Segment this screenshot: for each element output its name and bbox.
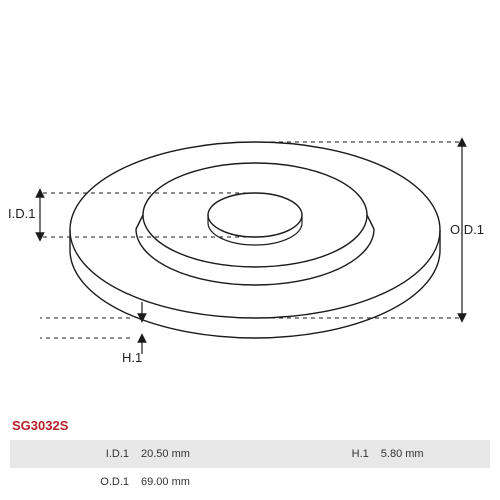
spec-key-od1: O.D.1 xyxy=(10,468,135,496)
label-od1: O.D.1 xyxy=(450,222,484,237)
table-row: O.D.1 69.00 mm xyxy=(10,468,490,496)
spec-key-id1: I.D.1 xyxy=(10,440,135,468)
spec-key-h1: H.1 xyxy=(251,440,375,468)
spec-table: I.D.1 20.50 mm H.1 5.80 mm O.D.1 69.00 m… xyxy=(10,440,490,496)
spec-val-od1: 69.00 mm xyxy=(135,468,251,496)
spec-val-h1: 5.80 mm xyxy=(375,440,490,468)
spec-val-id1: 20.50 mm xyxy=(135,440,251,468)
washer-technical-drawing xyxy=(0,0,500,410)
label-h1: H.1 xyxy=(122,350,142,365)
table-row: I.D.1 20.50 mm H.1 5.80 mm xyxy=(10,440,490,468)
part-code: SG3032S xyxy=(12,418,68,433)
label-id1: I.D.1 xyxy=(8,206,35,221)
